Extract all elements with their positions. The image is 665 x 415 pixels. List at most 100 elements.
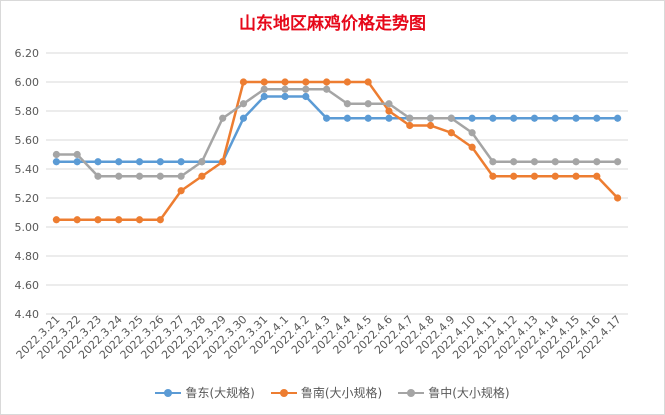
y-tick-label: 5.40 (15, 163, 40, 176)
data-point (73, 158, 81, 166)
data-point (426, 121, 435, 130)
data-point (447, 129, 455, 137)
data-point (135, 172, 144, 180)
data-point (530, 158, 539, 166)
data-point (115, 216, 123, 224)
series-line (56, 88, 618, 178)
data-point (572, 158, 580, 166)
data-point (281, 92, 289, 101)
data-point (364, 114, 372, 122)
data-point (614, 194, 622, 202)
data-point (177, 187, 185, 195)
data-point (593, 172, 601, 180)
data-point (239, 114, 248, 122)
y-tick-label: 4.60 (15, 279, 40, 292)
data-point (94, 172, 102, 180)
data-point (260, 85, 268, 93)
data-point (94, 216, 102, 224)
series-line (56, 95, 618, 163)
legend-label: 鲁中(大小规格) (428, 386, 510, 400)
data-point (530, 172, 539, 180)
legend-item: 鲁南(大小规格) (270, 384, 383, 401)
data-point (593, 158, 601, 166)
data-point (177, 172, 185, 180)
data-point (323, 114, 331, 122)
data-point (489, 114, 497, 122)
data-point (510, 172, 518, 180)
data-point (177, 158, 185, 166)
data-point (343, 78, 351, 86)
legend-label: 鲁东(大规格) (185, 386, 255, 400)
series-line (56, 80, 619, 221)
data-point (52, 216, 60, 224)
data-point (614, 114, 622, 122)
y-tick-label: 6.20 (15, 47, 40, 60)
data-point (468, 129, 476, 137)
data-point (510, 158, 518, 166)
y-tick-label: 4.80 (15, 250, 40, 263)
legend-item: 鲁东(大规格) (155, 384, 255, 401)
data-point (219, 158, 227, 166)
data-point (198, 172, 206, 180)
data-point (343, 100, 351, 108)
y-tick-label: 5.80 (15, 105, 40, 118)
data-point (489, 158, 497, 166)
data-point (135, 216, 144, 224)
data-point (406, 114, 414, 122)
legend-item: 鲁中(大小规格) (398, 384, 510, 401)
data-point (323, 85, 331, 93)
y-tick-label: 5.60 (15, 134, 40, 147)
y-tick-label: 5.00 (15, 221, 40, 234)
data-point (73, 150, 81, 159)
data-point (551, 158, 559, 166)
data-point (156, 172, 164, 180)
data-point (426, 114, 435, 122)
data-point (468, 143, 476, 151)
data-point (572, 172, 580, 180)
chart-title: 山东地区麻鸡价格走势图 (239, 14, 426, 34)
data-point (447, 114, 455, 122)
data-point (281, 78, 289, 86)
data-point (156, 216, 164, 224)
data-point (281, 85, 289, 93)
data-point (406, 121, 414, 130)
data-point (364, 78, 372, 86)
data-point (323, 78, 331, 86)
data-point (73, 216, 81, 224)
data-point (239, 100, 248, 108)
data-point (551, 114, 559, 122)
data-point (302, 92, 310, 101)
data-point (551, 172, 559, 180)
y-tick-label: 6.00 (15, 76, 40, 89)
data-point (302, 78, 310, 86)
data-point (489, 172, 497, 180)
data-point (530, 114, 539, 122)
data-point (302, 85, 310, 93)
data-point (198, 158, 206, 166)
data-point (260, 92, 268, 101)
legend-swatch (398, 388, 425, 398)
legend-swatch (270, 388, 297, 398)
data-point (94, 158, 102, 166)
data-point (52, 158, 60, 166)
data-point (364, 100, 372, 108)
chart-legend: 鲁东(大规格) 鲁南(大小规格) 鲁中(大小规格) (1, 384, 664, 401)
data-point (593, 114, 601, 122)
data-point (156, 158, 164, 166)
y-tick-label: 5.20 (15, 192, 40, 205)
legend-label: 鲁南(大小规格) (300, 386, 383, 400)
data-point (239, 78, 248, 86)
data-point (510, 114, 518, 122)
data-point (260, 78, 268, 86)
data-point (115, 158, 123, 166)
data-point (115, 172, 123, 180)
y-tick-label: 4.40 (15, 308, 40, 321)
legend-swatch (155, 388, 182, 398)
data-point (468, 114, 476, 122)
data-point (385, 100, 393, 108)
data-point (385, 107, 393, 115)
data-point (219, 114, 227, 122)
data-point (572, 114, 580, 122)
data-point (135, 158, 144, 166)
